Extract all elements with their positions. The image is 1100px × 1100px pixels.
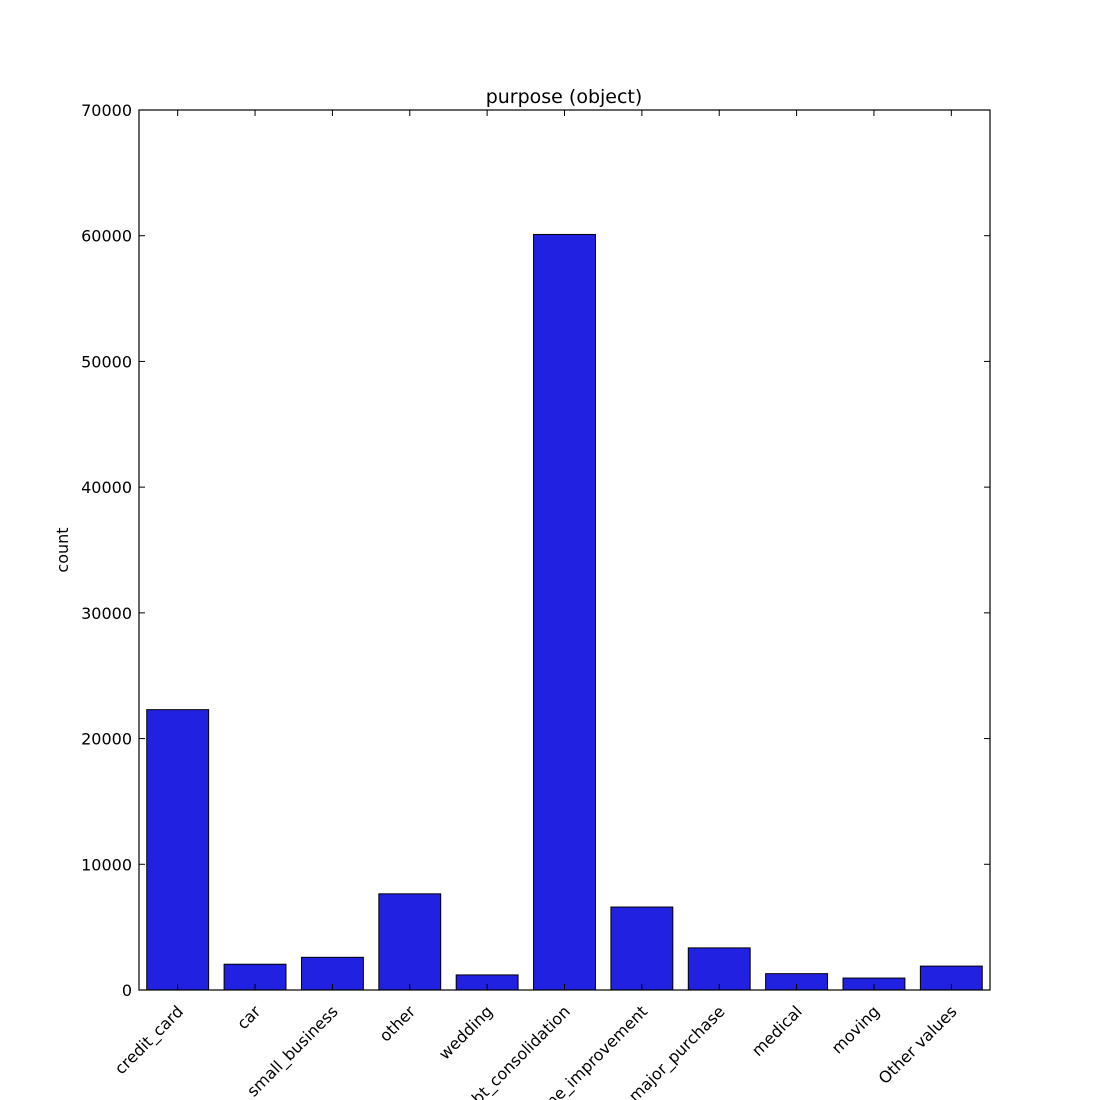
bar bbox=[146, 709, 210, 991]
y-axis-label: count bbox=[53, 527, 72, 572]
bar bbox=[378, 893, 442, 991]
bar bbox=[533, 233, 596, 991]
y-tick-label: 20000 bbox=[81, 730, 132, 749]
bar bbox=[610, 906, 674, 991]
bar bbox=[687, 947, 751, 991]
y-tick-label: 50000 bbox=[81, 352, 132, 371]
y-tick-label: 40000 bbox=[81, 478, 132, 497]
y-ticks-group: 0 10000 20000 30000 40000 50000 60000 70000 bbox=[81, 101, 990, 1000]
bars-group bbox=[146, 233, 983, 991]
y-tick-label: 60000 bbox=[81, 227, 132, 246]
chart-title: purpose (object) bbox=[486, 86, 643, 108]
y-tick-label: 30000 bbox=[81, 604, 132, 623]
y-tick-label: 0 bbox=[122, 981, 132, 1000]
plot-frame bbox=[138, 109, 991, 991]
y-tick-label: 70000 bbox=[81, 101, 132, 120]
y-tick-label: 10000 bbox=[81, 855, 132, 874]
